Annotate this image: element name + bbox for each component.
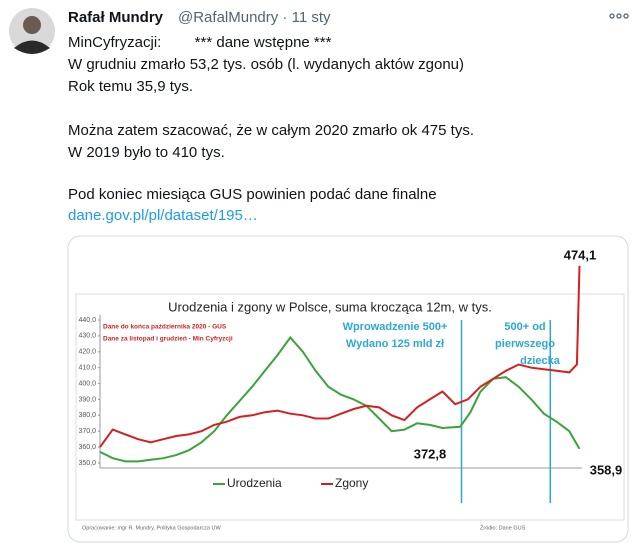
annotation: Wprowadzenie 500+ [343,321,448,333]
tweet-line: Pod koniec miesiąca GUS powinien podać d… [68,186,437,203]
y-tick-label: 400,0 [78,380,96,387]
y-tick-label: 410,0 [78,365,96,372]
more-menu[interactable] [609,13,629,19]
y-tick-label: 420,0 [78,349,96,356]
annotation: 474,1 [564,247,597,262]
link[interactable]: dane.gov.pl/pl/dataset/195… [68,207,258,224]
user-meta[interactable]: @RafalMundry · 11 sty [178,9,331,26]
avatar-face [23,16,41,34]
chart-note: Dane do końca października 2020 - GUS [103,324,227,331]
tweet-line: Rok temu 35,9 tys. [68,78,193,95]
annotation: Wydano 125 mld zł [346,338,444,350]
chart-title: Urodzenia i zgony w Polsce, suma krocząc… [168,299,492,314]
y-tick-label: 380,0 [78,412,96,419]
annotation: 500+ od [504,321,545,333]
tweet-line: W grudniu zmarło 53,2 tys. osób (l. wyda… [68,56,464,73]
chart-frame [75,293,625,521]
y-tick-label: 430,0 [78,333,96,340]
legend-label: Zgony [335,476,368,490]
series-line [99,335,581,463]
annotation: 358,9 [590,462,623,477]
tweet-line: W 2019 było to 410 tys. [68,144,225,161]
chart-note: Dane za listopad i grudzień - Min Cyfryz… [103,336,233,343]
y-tick-label: 390,0 [78,396,96,403]
avatar-body [14,40,50,54]
user-name[interactable]: Rafał Mundry [68,9,164,26]
series-line [99,265,581,448]
y-tick-label: 350,0 [78,460,96,467]
image-card[interactable] [67,235,629,543]
y-tick-label: 440,0 [78,317,96,324]
annotation: 372,8 [414,446,447,461]
annotation: pierwszego [495,338,555,350]
y-tick-label: 360,0 [78,444,96,451]
legend-label: Urodzenia [227,476,282,490]
tweet-line: MinCyfryzacji: *** dane wstępne *** [68,34,332,51]
source-note: Źródło: Dane GUS [480,524,526,531]
y-tick-label: 370,0 [78,428,96,435]
tweet-line: Można zatem szacować, że w całym 2020 zm… [68,122,474,139]
source-note: Opracowanie: mgr R. Mundry, Polityka Gos… [82,525,221,531]
annotation: dziecka [520,355,561,367]
